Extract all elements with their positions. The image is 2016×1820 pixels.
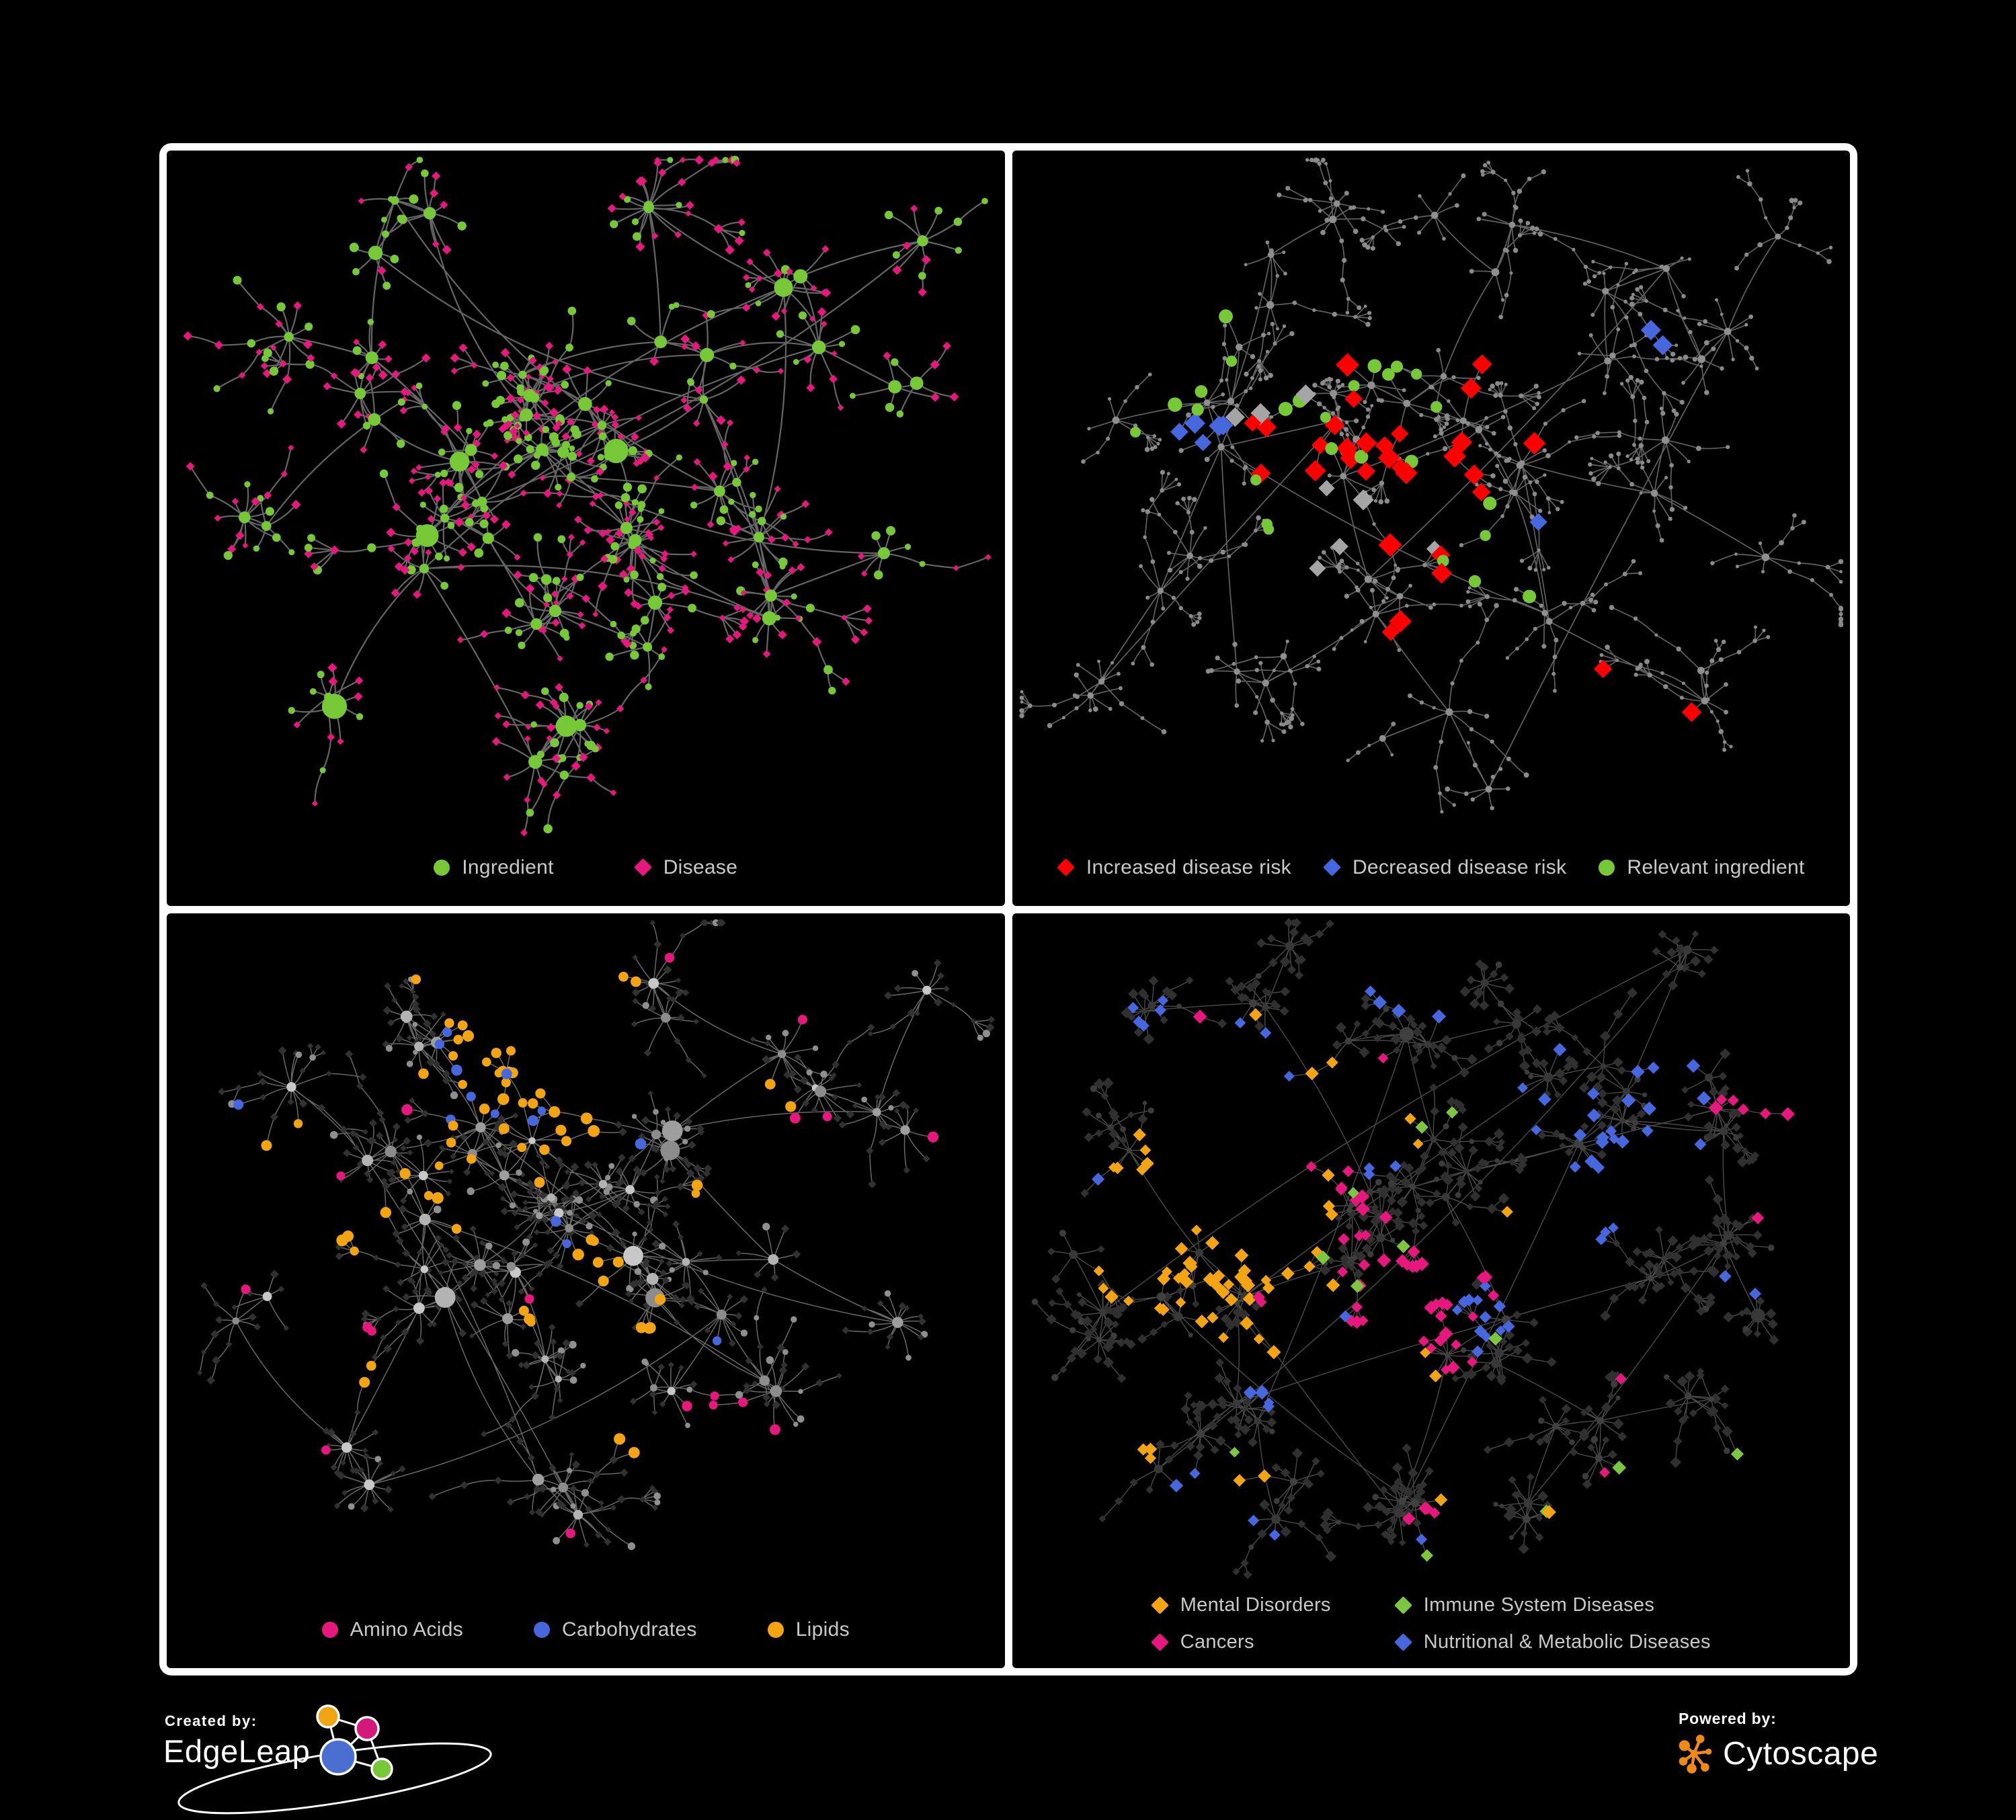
legend-item-decreased-risk: Decreased disease risk <box>1323 856 1567 879</box>
ingredient-marker-icon <box>434 859 450 876</box>
legend-item-disease: Disease <box>633 856 738 879</box>
immune-diseases-marker-icon <box>1394 1596 1412 1614</box>
created-by-label: Created by: <box>165 1712 257 1729</box>
panel-nutrient-groups: Amino Acids Carbohydrates Lipids <box>167 913 1005 1668</box>
relevant-ingredient-marker-icon <box>1599 859 1615 876</box>
cytoscape-network-icon <box>1679 1735 1712 1774</box>
cancers-marker-icon <box>1150 1633 1169 1651</box>
increased-risk-marker-icon <box>1056 858 1075 876</box>
legend-item-ingredient: Ingredient <box>434 856 553 879</box>
legend-label-cancers: Cancers <box>1180 1631 1254 1653</box>
carbohydrates-marker-icon <box>534 1622 550 1638</box>
legend-label-carbohydrates: Carbohydrates <box>562 1618 697 1641</box>
amino-acids-marker-icon <box>321 1622 338 1638</box>
legend-label-nutritional-metabolic: Nutritional & Metabolic Diseases <box>1423 1631 1711 1653</box>
legend-label-amino-acids: Amino Acids <box>350 1618 463 1641</box>
mental-disorders-marker-icon <box>1150 1596 1169 1614</box>
panel-disease-categories: Mental Disorders Immune System Diseases … <box>1012 913 1851 1668</box>
panel-ingredient-disease: Ingredient Disease <box>167 151 1005 906</box>
legend-item-relevant-ingredient: Relevant ingredient <box>1599 856 1804 879</box>
nutritional-metabolic-marker-icon <box>1394 1633 1412 1651</box>
disease-categories-network <box>1031 917 1795 1579</box>
legend-label-immune-diseases: Immune System Diseases <box>1423 1594 1655 1616</box>
ingredient-disease-legend: Ingredient Disease <box>167 856 1005 879</box>
legend-label-lipids: Lipids <box>795 1618 850 1641</box>
legend-item-lipids: Lipids <box>767 1618 850 1641</box>
legend-label-mental-disorders: Mental Disorders <box>1180 1594 1331 1616</box>
lipids-marker-icon <box>767 1622 784 1638</box>
legend-item-mental-disorders: Mental Disorders <box>1150 1594 1331 1616</box>
legend-label-relevant-ingredient: Relevant ingredient <box>1627 856 1805 878</box>
disease-risk-network <box>1018 157 1843 814</box>
legend-item-nutritional-metabolic: Nutritional & Metabolic Diseases <box>1394 1631 1711 1653</box>
legend-item-carbohydrates: Carbohydrates <box>534 1618 697 1641</box>
legend-label-ingredient: Ingredient <box>462 856 554 878</box>
legend-item-immune-diseases: Immune System Diseases <box>1394 1594 1711 1616</box>
edgeleap-network-icon <box>316 1704 393 1780</box>
cytoscape-logo-text: Cytoscape <box>1723 1735 1879 1772</box>
ingredient-disease-network <box>183 155 992 837</box>
edgeleap-logo-text: EdgeLeap <box>163 1733 311 1769</box>
nutrient-groups-legend: Amino Acids Carbohydrates Lipids <box>167 1618 1005 1641</box>
edgeleap-credit: Created by: EdgeLeap <box>163 1704 526 1820</box>
cytoscape-credit: Powered by: Cytoscape <box>1677 1710 1879 1817</box>
panel-disease-risk: Increased disease risk Decreased disease… <box>1012 151 1851 906</box>
legend-item-cancers: Cancers <box>1150 1631 1331 1653</box>
legend-label-increased-risk: Increased disease risk <box>1086 856 1291 878</box>
disease-categories-legend: Mental Disorders Immune System Diseases … <box>1012 1594 1851 1653</box>
legend-item-amino-acids: Amino Acids <box>321 1618 463 1641</box>
legend-label-decreased-risk: Decreased disease risk <box>1352 856 1567 878</box>
disease-risk-legend: Increased disease risk Decreased disease… <box>1012 856 1851 879</box>
powered-by-label: Powered by: <box>1679 1710 1777 1727</box>
panel-grid: Ingredient Disease Increased disease ris… <box>159 143 1857 1676</box>
legend-item-increased-risk: Increased disease risk <box>1056 856 1291 879</box>
nutrient-groups-network <box>197 918 996 1550</box>
cytoscape-brandrow: Cytoscape <box>1677 1733 1879 1774</box>
disease-marker-icon <box>633 858 652 876</box>
legend-label-disease: Disease <box>663 856 738 878</box>
decreased-risk-marker-icon <box>1323 858 1341 876</box>
